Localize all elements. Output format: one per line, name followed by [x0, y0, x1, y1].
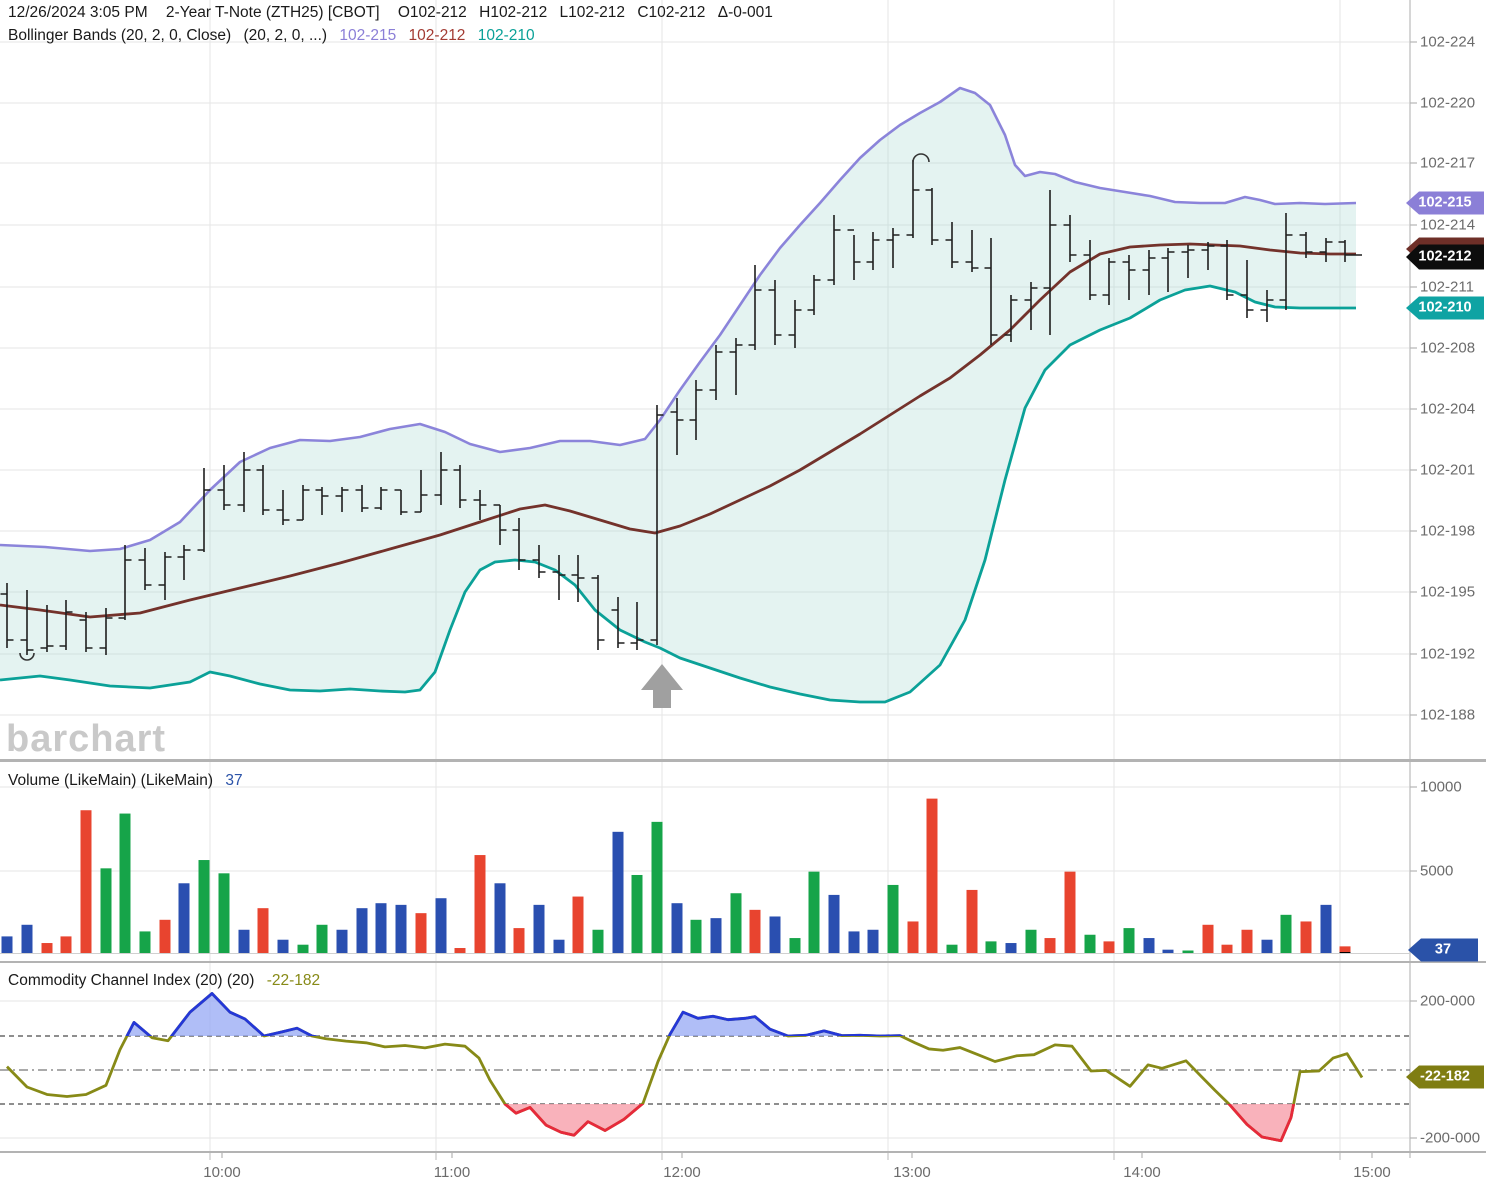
quote-open: O102-212 — [397, 4, 467, 21]
cci-study-label: Commodity Channel Index (20) (20) — [8, 972, 255, 989]
cci-axis-divider — [0, 1151, 1486, 1153]
time-axis-label: 15:00 — [1353, 1164, 1391, 1181]
price-axis-label: 102-204 — [1420, 400, 1476, 418]
volume-tag: 37 — [1408, 938, 1478, 962]
volume-last-value: 37 — [225, 772, 243, 789]
quote-change: Δ-0-001 — [717, 4, 773, 21]
bb-upper-tag: 102-215 — [1406, 191, 1484, 215]
price-axis-label: 102-224 — [1420, 33, 1476, 51]
quote-datetime: 12/26/2024 3:05 PM — [8, 4, 148, 21]
quote-close: C102-212 — [637, 4, 706, 21]
cci-axis-label: 200-000 — [1420, 992, 1476, 1010]
chart-title-bar: 12/26/2024 3:05 PM 2-Year T-Note (ZTH25)… — [8, 4, 787, 22]
time-axis-label: 11:00 — [433, 1164, 471, 1181]
cci-axis-label: -200-000 — [1420, 1129, 1481, 1147]
cci-last-value: -22-182 — [266, 972, 321, 989]
cci-tag: -22-182 — [1406, 1065, 1484, 1089]
price-axis-label: 102-220 — [1420, 94, 1476, 112]
volume-axis-label: 5000 — [1420, 862, 1454, 880]
time-axis-label: 10:00 — [203, 1164, 241, 1181]
volume-axis-label: 10000 — [1420, 778, 1462, 796]
barchart-logo: barchart — [6, 718, 167, 760]
last-price-tag: 102-212 — [1406, 244, 1484, 270]
bb-middle-value: 102-212 — [408, 27, 466, 44]
price-axis-label: 102-201 — [1420, 461, 1476, 479]
price-axis-label: 102-198 — [1420, 522, 1476, 540]
price-axis-label: 102-195 — [1420, 583, 1476, 601]
quote-low: L102-212 — [559, 4, 626, 21]
cci-study-bar[interactable]: Commodity Channel Index (20) (20) -22-18… — [8, 972, 334, 990]
price-axis-label: 102-214 — [1420, 216, 1476, 234]
study-title-bar[interactable]: Bollinger Bands (20, 2, 0, Close) (20, 2… — [8, 27, 543, 45]
time-axis-label: 12:00 — [663, 1164, 701, 1181]
price-volume-divider[interactable] — [0, 759, 1486, 762]
price-axis-label: 102-208 — [1420, 339, 1476, 357]
bb-upper-value: 102-215 — [339, 27, 397, 44]
symbol-name: 2-Year T-Note (ZTH25) [CBOT] — [165, 4, 380, 21]
bb-lower-value: 102-210 — [477, 27, 535, 44]
price-axis-label: 102-188 — [1420, 706, 1476, 724]
price-axis-label: 102-217 — [1420, 154, 1476, 172]
volume-study-label: Volume (LikeMain) (LikeMain) — [8, 772, 214, 789]
volume-study-bar[interactable]: Volume (LikeMain) (LikeMain) 37 — [8, 772, 257, 790]
time-axis-label: 13:00 — [893, 1164, 931, 1181]
study-name: Bollinger Bands (20, 2, 0, Close) — [8, 27, 232, 44]
study-params: (20, 2, 0, ...) — [243, 27, 328, 44]
time-axis-label: 14:00 — [1123, 1164, 1161, 1181]
bb-lower-tag: 102-210 — [1406, 296, 1484, 320]
quote-high: H102-212 — [479, 4, 548, 21]
volume-cci-divider[interactable] — [0, 961, 1486, 963]
price-axis-label: 102-211 — [1420, 278, 1474, 296]
price-axis-label: 102-192 — [1420, 645, 1476, 663]
